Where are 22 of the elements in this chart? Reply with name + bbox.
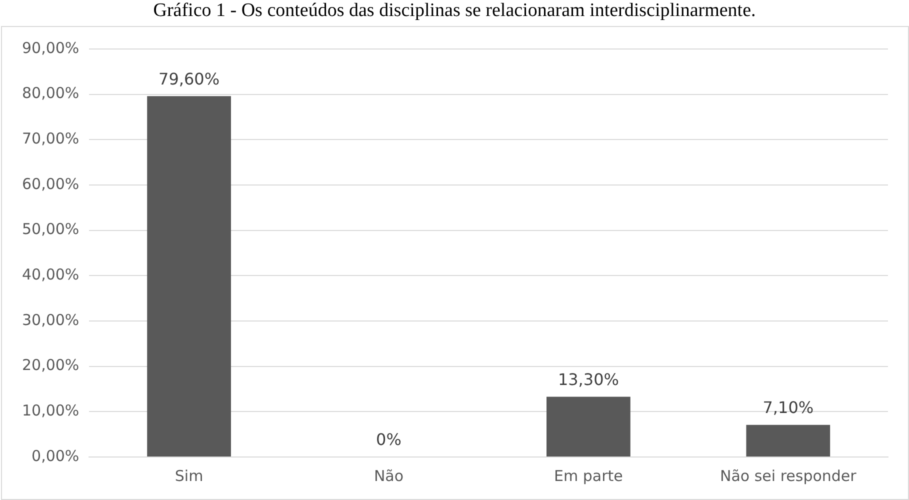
bar xyxy=(746,424,830,456)
y-tick-label: 20,00% xyxy=(22,356,80,374)
y-tick-label: 70,00% xyxy=(22,130,80,148)
y-tick-label: 60,00% xyxy=(22,174,80,193)
x-tick-label: Não sei responder xyxy=(720,466,858,485)
y-tick-label: 90,00% xyxy=(22,38,80,57)
data-label: 0% xyxy=(376,430,402,450)
y-tick-label: 10,00% xyxy=(22,402,80,420)
x-tick-label: Não xyxy=(374,466,404,485)
data-label: 79,60% xyxy=(158,69,220,88)
chart-title: Gráfico 1 - Os conteúdos das disciplinas se relacionaram interdisciplinarmente. xyxy=(152,0,757,23)
data-label: 7,10% xyxy=(762,398,814,417)
y-tick-label: 30,00% xyxy=(22,310,80,329)
x-tick-label: Em parte xyxy=(554,466,623,485)
data-label: 13,30% xyxy=(558,370,619,389)
y-tick-label: 80,00% xyxy=(22,84,80,102)
bar xyxy=(147,96,231,456)
y-tick-label: 40,00% xyxy=(22,266,80,284)
y-tick-label: 50,00% xyxy=(22,220,80,238)
bar xyxy=(546,396,630,456)
y-tick-label: 0,00% xyxy=(32,446,80,465)
x-tick-label: Sim xyxy=(174,466,204,485)
